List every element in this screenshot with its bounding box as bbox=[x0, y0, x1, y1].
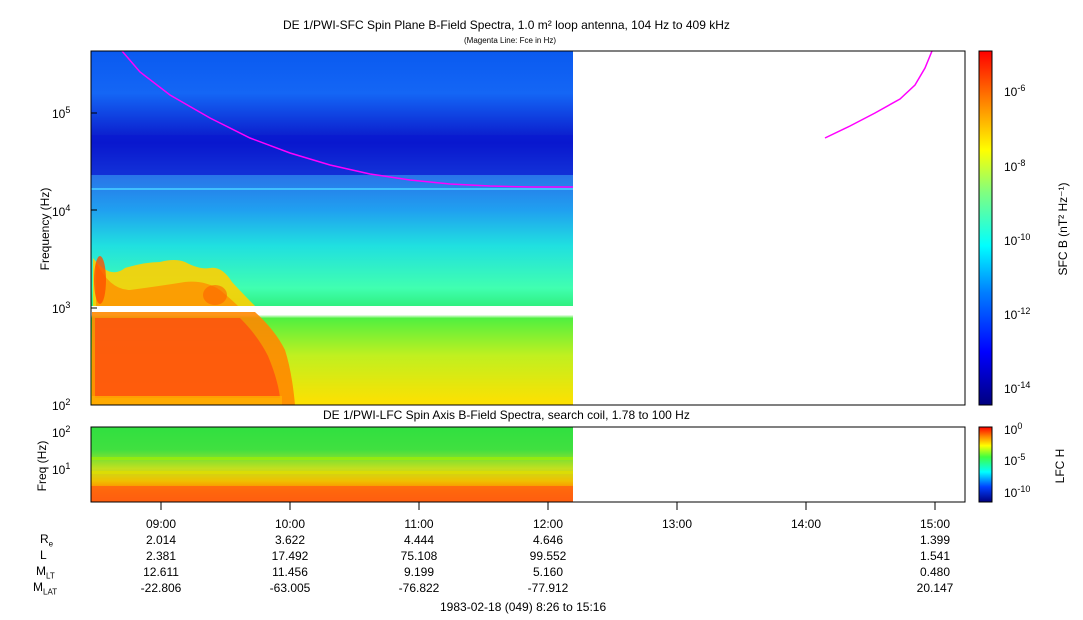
sfc-cbar-tick-1e-14: 10-14 bbox=[1004, 380, 1031, 396]
time-tick-1500: 15:00 bbox=[919, 517, 951, 531]
sfc-colorbar-label: SFC B (nT² Hz⁻¹) bbox=[1056, 182, 1070, 276]
eph-mlt-0900: 12.611 bbox=[143, 565, 179, 579]
bottom-panel-title: DE 1/PWI-LFC Spin Axis B-Field Spectra, … bbox=[323, 408, 690, 422]
sfc-dark-band bbox=[91, 135, 573, 175]
lfc-ylabel: Freq (Hz) bbox=[35, 440, 49, 492]
eph-re-1000: 3.622 bbox=[274, 533, 306, 547]
eph-mlat-1500: 20.147 bbox=[916, 581, 954, 595]
eph-l-1000: 17.492 bbox=[271, 549, 309, 563]
eph-mlat-1200: -77.912 bbox=[527, 581, 569, 595]
eph-re-1500: 1.399 bbox=[919, 533, 951, 547]
sfc-colorbar bbox=[978, 50, 993, 406]
time-tick-1300: 13:00 bbox=[661, 517, 693, 531]
sfc-plot-frame bbox=[90, 50, 966, 406]
lfc-ytick-100: 102 bbox=[52, 424, 71, 440]
eph-l-1500: 1.541 bbox=[919, 549, 951, 563]
sfc-cbar-tick-1e-6: 10-6 bbox=[1004, 83, 1026, 99]
time-tick-1200: 12:00 bbox=[532, 517, 564, 531]
sfc-ytick-100: 102 bbox=[52, 397, 71, 413]
eph-label-re: Re bbox=[40, 532, 54, 549]
time-tick-1100: 11:00 bbox=[404, 517, 434, 531]
sfc-ylabel: Frequency (Hz) bbox=[38, 187, 52, 271]
lfc-ytick-10: 101 bbox=[52, 461, 71, 477]
top-panel-subtitle: (Magenta Line: Fce in Hz) bbox=[464, 36, 557, 45]
eph-mlt-1000: 11.456 bbox=[272, 565, 308, 579]
eph-re-1200: 4.646 bbox=[532, 533, 564, 547]
sfc-y-ticks bbox=[91, 112, 97, 406]
time-range-footer: 1983-02-18 (049) 8:26 to 15:16 bbox=[440, 600, 607, 614]
eph-mlat-1000: -63.005 bbox=[269, 581, 311, 595]
eph-label-mlt: MLT bbox=[36, 564, 55, 581]
eph-l-1200: 99.552 bbox=[529, 549, 567, 563]
eph-mlt-1100: 9.199 bbox=[403, 565, 435, 579]
eph-label-mlat: MLAT bbox=[33, 580, 58, 597]
time-tick-1000: 10:00 bbox=[274, 517, 306, 531]
eph-mlat-1100: -76.822 bbox=[398, 581, 440, 595]
eph-l-1100: 75.108 bbox=[400, 549, 438, 563]
time-ticks bbox=[160, 502, 936, 510]
eph-re-0900: 2.014 bbox=[145, 533, 177, 547]
lfc-colorbar bbox=[978, 426, 993, 503]
sfc-cbar-tick-1e-12: 10-12 bbox=[1004, 306, 1031, 322]
time-tick-0900: 09:00 bbox=[145, 517, 177, 531]
eph-l-0900: 2.381 bbox=[145, 549, 177, 563]
sfc-band-gap bbox=[91, 306, 573, 312]
sfc-ytick-100000: 105 bbox=[52, 105, 71, 121]
time-tick-1400: 14:00 bbox=[790, 517, 822, 531]
lfc-cbar-tick-1e-5: 10-5 bbox=[1004, 452, 1026, 468]
lfc-cbar-tick-1e0: 100 bbox=[1004, 421, 1023, 437]
sfc-ytick-10000: 104 bbox=[52, 203, 71, 219]
eph-re-1100: 4.444 bbox=[403, 533, 435, 547]
fce-line-segment-1 bbox=[121, 50, 573, 188]
eph-label-l: L bbox=[40, 548, 47, 562]
sfc-cbar-tick-1e-8: 10-8 bbox=[1004, 158, 1026, 174]
lfc-plot-frame bbox=[90, 426, 966, 503]
eph-mlt-1200: 5.160 bbox=[532, 565, 564, 579]
lfc-colorbar-label: LFC H bbox=[1053, 448, 1067, 484]
eph-mlat-0900: -22.806 bbox=[140, 581, 182, 595]
top-panel-title: DE 1/PWI-SFC Spin Plane B-Field Spectra,… bbox=[283, 18, 730, 32]
sfc-cbar-tick-1e-10: 10-10 bbox=[1004, 232, 1031, 248]
eph-mlt-1500: 0.480 bbox=[919, 565, 951, 579]
sfc-ytick-1000: 103 bbox=[52, 300, 71, 316]
lfc-cbar-tick-1e-10: 10-10 bbox=[1004, 484, 1031, 500]
fce-line-segment-2 bbox=[824, 50, 933, 139]
